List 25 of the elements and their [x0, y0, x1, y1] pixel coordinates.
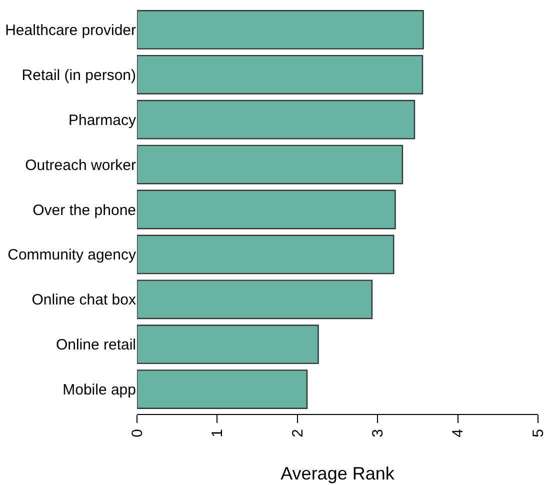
bar — [137, 324, 319, 364]
x-tick-label: 5 — [530, 429, 547, 438]
y-tick-label: Outreach worker — [25, 156, 136, 174]
x-tick-label: 0 — [128, 429, 146, 438]
y-tick-label: Online chat box — [32, 292, 136, 309]
bar — [137, 100, 416, 140]
y-tick-label: Retail (in person) — [22, 66, 136, 84]
y-tick-label: Mobile app — [62, 382, 136, 399]
x-tick-label: 1 — [209, 429, 226, 438]
y-tick-label: Pharmacy — [68, 112, 136, 129]
bar — [137, 190, 396, 230]
y-tick-label: Online retail — [56, 336, 136, 354]
y-tick-label: Healthcare provider — [5, 22, 136, 39]
x-tick-label: 2 — [289, 429, 306, 438]
bar — [137, 54, 424, 94]
x-tick-label: 4 — [450, 429, 467, 438]
y-tick-label: Over the phone — [32, 202, 136, 219]
x-tick-label: 3 — [369, 429, 386, 438]
bar — [137, 234, 394, 274]
bar — [137, 280, 373, 320]
x-axis-title: Average Rank — [280, 463, 396, 484]
bar — [137, 370, 308, 409]
y-tick-label: Community agency — [8, 246, 136, 264]
bar — [137, 10, 424, 50]
bar — [137, 144, 404, 184]
